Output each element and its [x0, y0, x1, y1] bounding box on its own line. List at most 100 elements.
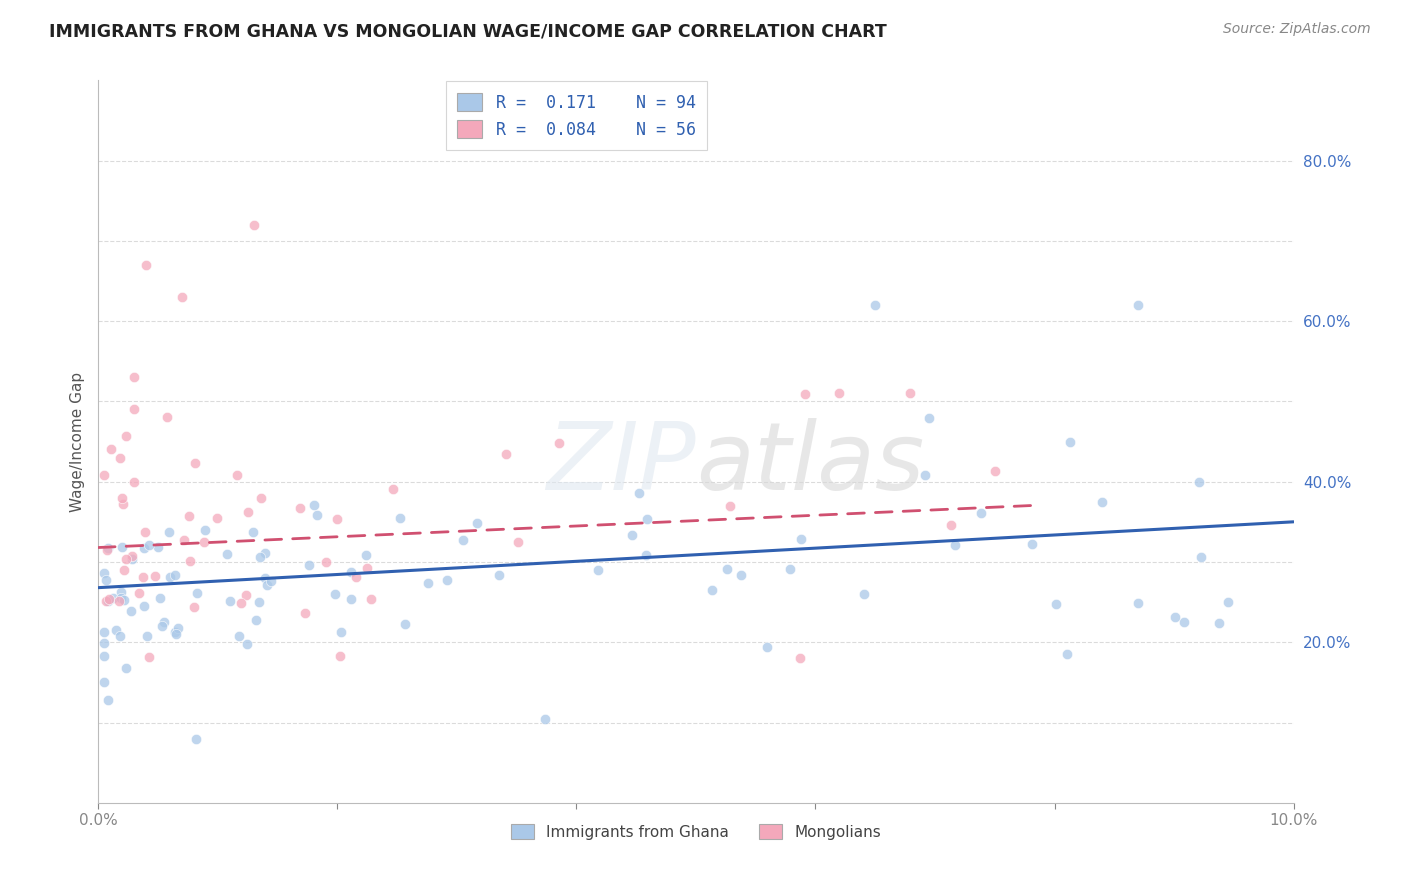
Point: [93, 675, 115, 690]
Point: [128, 586, 150, 600]
Point: [1173, 615, 1195, 629]
Point: [165, 626, 187, 640]
Point: [329, 624, 352, 639]
Point: [360, 591, 382, 606]
Point: [98, 591, 121, 606]
Point: [96, 542, 118, 557]
Point: [135, 629, 157, 643]
Point: [138, 649, 160, 664]
Point: [451, 533, 474, 547]
Point: [165, 624, 187, 639]
Point: [340, 565, 363, 579]
Point: [259, 574, 281, 589]
Point: [918, 411, 941, 425]
Point: [718, 499, 741, 513]
Point: [156, 410, 179, 425]
Point: [302, 498, 325, 512]
Point: [636, 512, 658, 526]
Point: [1021, 537, 1043, 551]
Point: [298, 558, 321, 573]
Legend: Immigrants from Ghana, Mongolians: Immigrants from Ghana, Mongolians: [505, 818, 887, 846]
Point: [488, 568, 510, 582]
Text: IMMIGRANTS FROM GHANA VS MONGOLIAN WAGE/INCOME GAP CORRELATION CHART: IMMIGRANTS FROM GHANA VS MONGOLIAN WAGE/…: [49, 22, 887, 40]
Point: [131, 570, 153, 584]
Point: [112, 593, 135, 607]
Point: [184, 456, 207, 470]
Point: [548, 436, 571, 450]
Point: [108, 629, 131, 643]
Point: [984, 464, 1007, 478]
Point: [205, 510, 228, 524]
Point: [898, 386, 921, 401]
Y-axis label: Wage/Income Gap: Wage/Income Gap: [70, 371, 86, 512]
Point: [730, 567, 752, 582]
Point: [506, 535, 529, 549]
Point: [148, 540, 170, 554]
Point: [465, 516, 488, 530]
Point: [167, 621, 190, 635]
Point: [790, 533, 813, 547]
Point: [256, 578, 278, 592]
Point: [254, 571, 277, 585]
Point: [789, 651, 811, 665]
Point: [1163, 610, 1185, 624]
Point: [288, 500, 311, 515]
Point: [143, 568, 166, 582]
Point: [97, 594, 120, 608]
Point: [534, 712, 557, 726]
Point: [94, 594, 117, 608]
Point: [939, 517, 962, 532]
Point: [111, 540, 134, 554]
Point: [173, 533, 195, 548]
Point: [138, 538, 160, 552]
Point: [152, 619, 174, 633]
Point: [388, 510, 411, 524]
Point: [344, 570, 367, 584]
Point: [1059, 435, 1081, 450]
Point: [249, 550, 271, 565]
Point: [93, 636, 115, 650]
Point: [1045, 597, 1067, 611]
Point: [121, 552, 143, 566]
Point: [149, 591, 172, 605]
Point: [183, 600, 205, 615]
Point: [307, 508, 329, 522]
Point: [159, 524, 181, 539]
Point: [755, 640, 778, 655]
Point: [315, 555, 337, 569]
Point: [186, 586, 208, 600]
Point: [354, 549, 377, 563]
Point: [217, 547, 239, 561]
Point: [247, 595, 270, 609]
Point: [394, 617, 416, 632]
Point: [323, 587, 346, 601]
Point: [236, 637, 259, 651]
Point: [628, 486, 651, 500]
Point: [326, 511, 349, 525]
Point: [621, 528, 644, 542]
Point: [1218, 595, 1240, 609]
Point: [245, 613, 267, 627]
Point: [159, 570, 181, 584]
Point: [634, 548, 657, 562]
Point: [943, 538, 966, 552]
Point: [110, 585, 132, 599]
Point: [134, 525, 156, 540]
Text: atlas: atlas: [696, 417, 924, 508]
Point: [716, 562, 738, 576]
Point: [235, 588, 257, 602]
Point: [172, 290, 194, 304]
Point: [193, 535, 215, 549]
Point: [382, 482, 405, 496]
Point: [93, 648, 115, 663]
Point: [103, 591, 125, 605]
Point: [93, 467, 115, 482]
Text: Source: ZipAtlas.com: Source: ZipAtlas.com: [1223, 22, 1371, 37]
Point: [852, 587, 875, 601]
Point: [132, 541, 155, 555]
Point: [194, 523, 217, 537]
Point: [104, 624, 127, 638]
Point: [93, 566, 115, 581]
Point: [1208, 615, 1230, 630]
Point: [970, 506, 993, 520]
